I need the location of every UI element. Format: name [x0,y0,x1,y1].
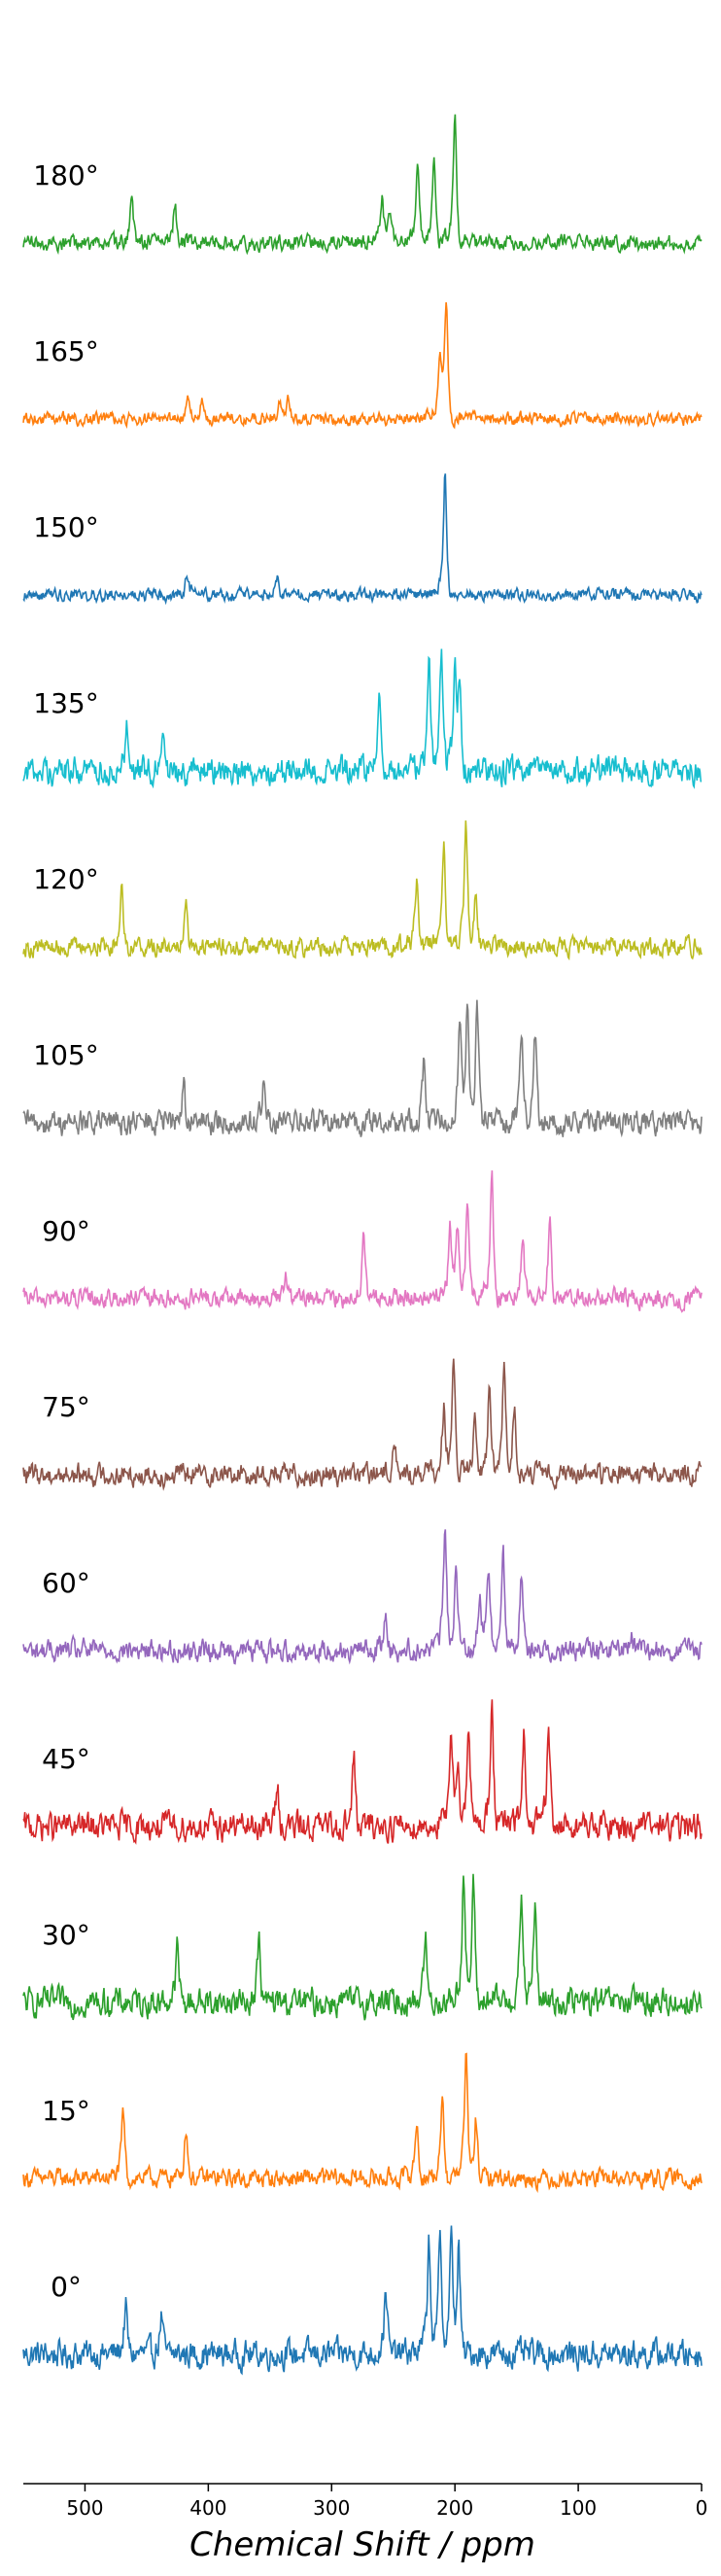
spectrum-trace [22,301,703,430]
x-tick-label: 200 [436,2496,473,2520]
angle-label: 180° [33,159,98,191]
angle-label: 0° [51,2271,82,2303]
x-tick-label: 300 [313,2496,350,2520]
x-tick-label: 400 [189,2496,226,2520]
x-axis: 500 400 300 200 100 0 Chemical Shift / ppm [23,2483,707,2564]
angle-label: 135° [33,687,98,719]
spectrum-trace [22,648,703,789]
angle-label: 30° [42,1919,90,1951]
x-tick-label: 0 [696,2496,708,2520]
spectrum-trace [22,820,703,961]
x-tick-label: 100 [560,2496,597,2520]
spectrum-trace [22,2052,703,2193]
spectrum-trace [22,1358,703,1491]
spectrum-trace [22,1699,703,1845]
spectra-traces [22,114,703,2376]
spectrum-trace [22,2225,703,2376]
spectrum-trace [22,1529,703,1665]
angle-labels: 0° 15° 30° 45° 60° 75° 90° 105° 120° 135° 150° 165°… [33,159,98,2303]
spectrum-trace [22,999,703,1138]
spectrum-trace [22,1873,703,2021]
angle-label: 15° [42,2095,90,2127]
spectrum-trace [22,1170,703,1313]
angle-label: 60° [42,1567,90,1599]
spectrum-trace [22,473,703,606]
angle-label: 105° [33,1039,98,1071]
x-axis-title: Chemical Shift / ppm [189,2525,535,2564]
angle-label: 150° [33,511,98,543]
x-axis-ticks: 500 400 300 200 100 0 [66,2484,707,2520]
angle-label: 45° [42,1743,90,1775]
angle-label: 75° [42,1391,90,1423]
angle-label: 90° [42,1215,90,1247]
x-tick-label: 500 [66,2496,103,2520]
angle-label: 120° [33,863,98,895]
angle-label: 165° [33,335,98,367]
spectrum-trace [22,114,703,256]
